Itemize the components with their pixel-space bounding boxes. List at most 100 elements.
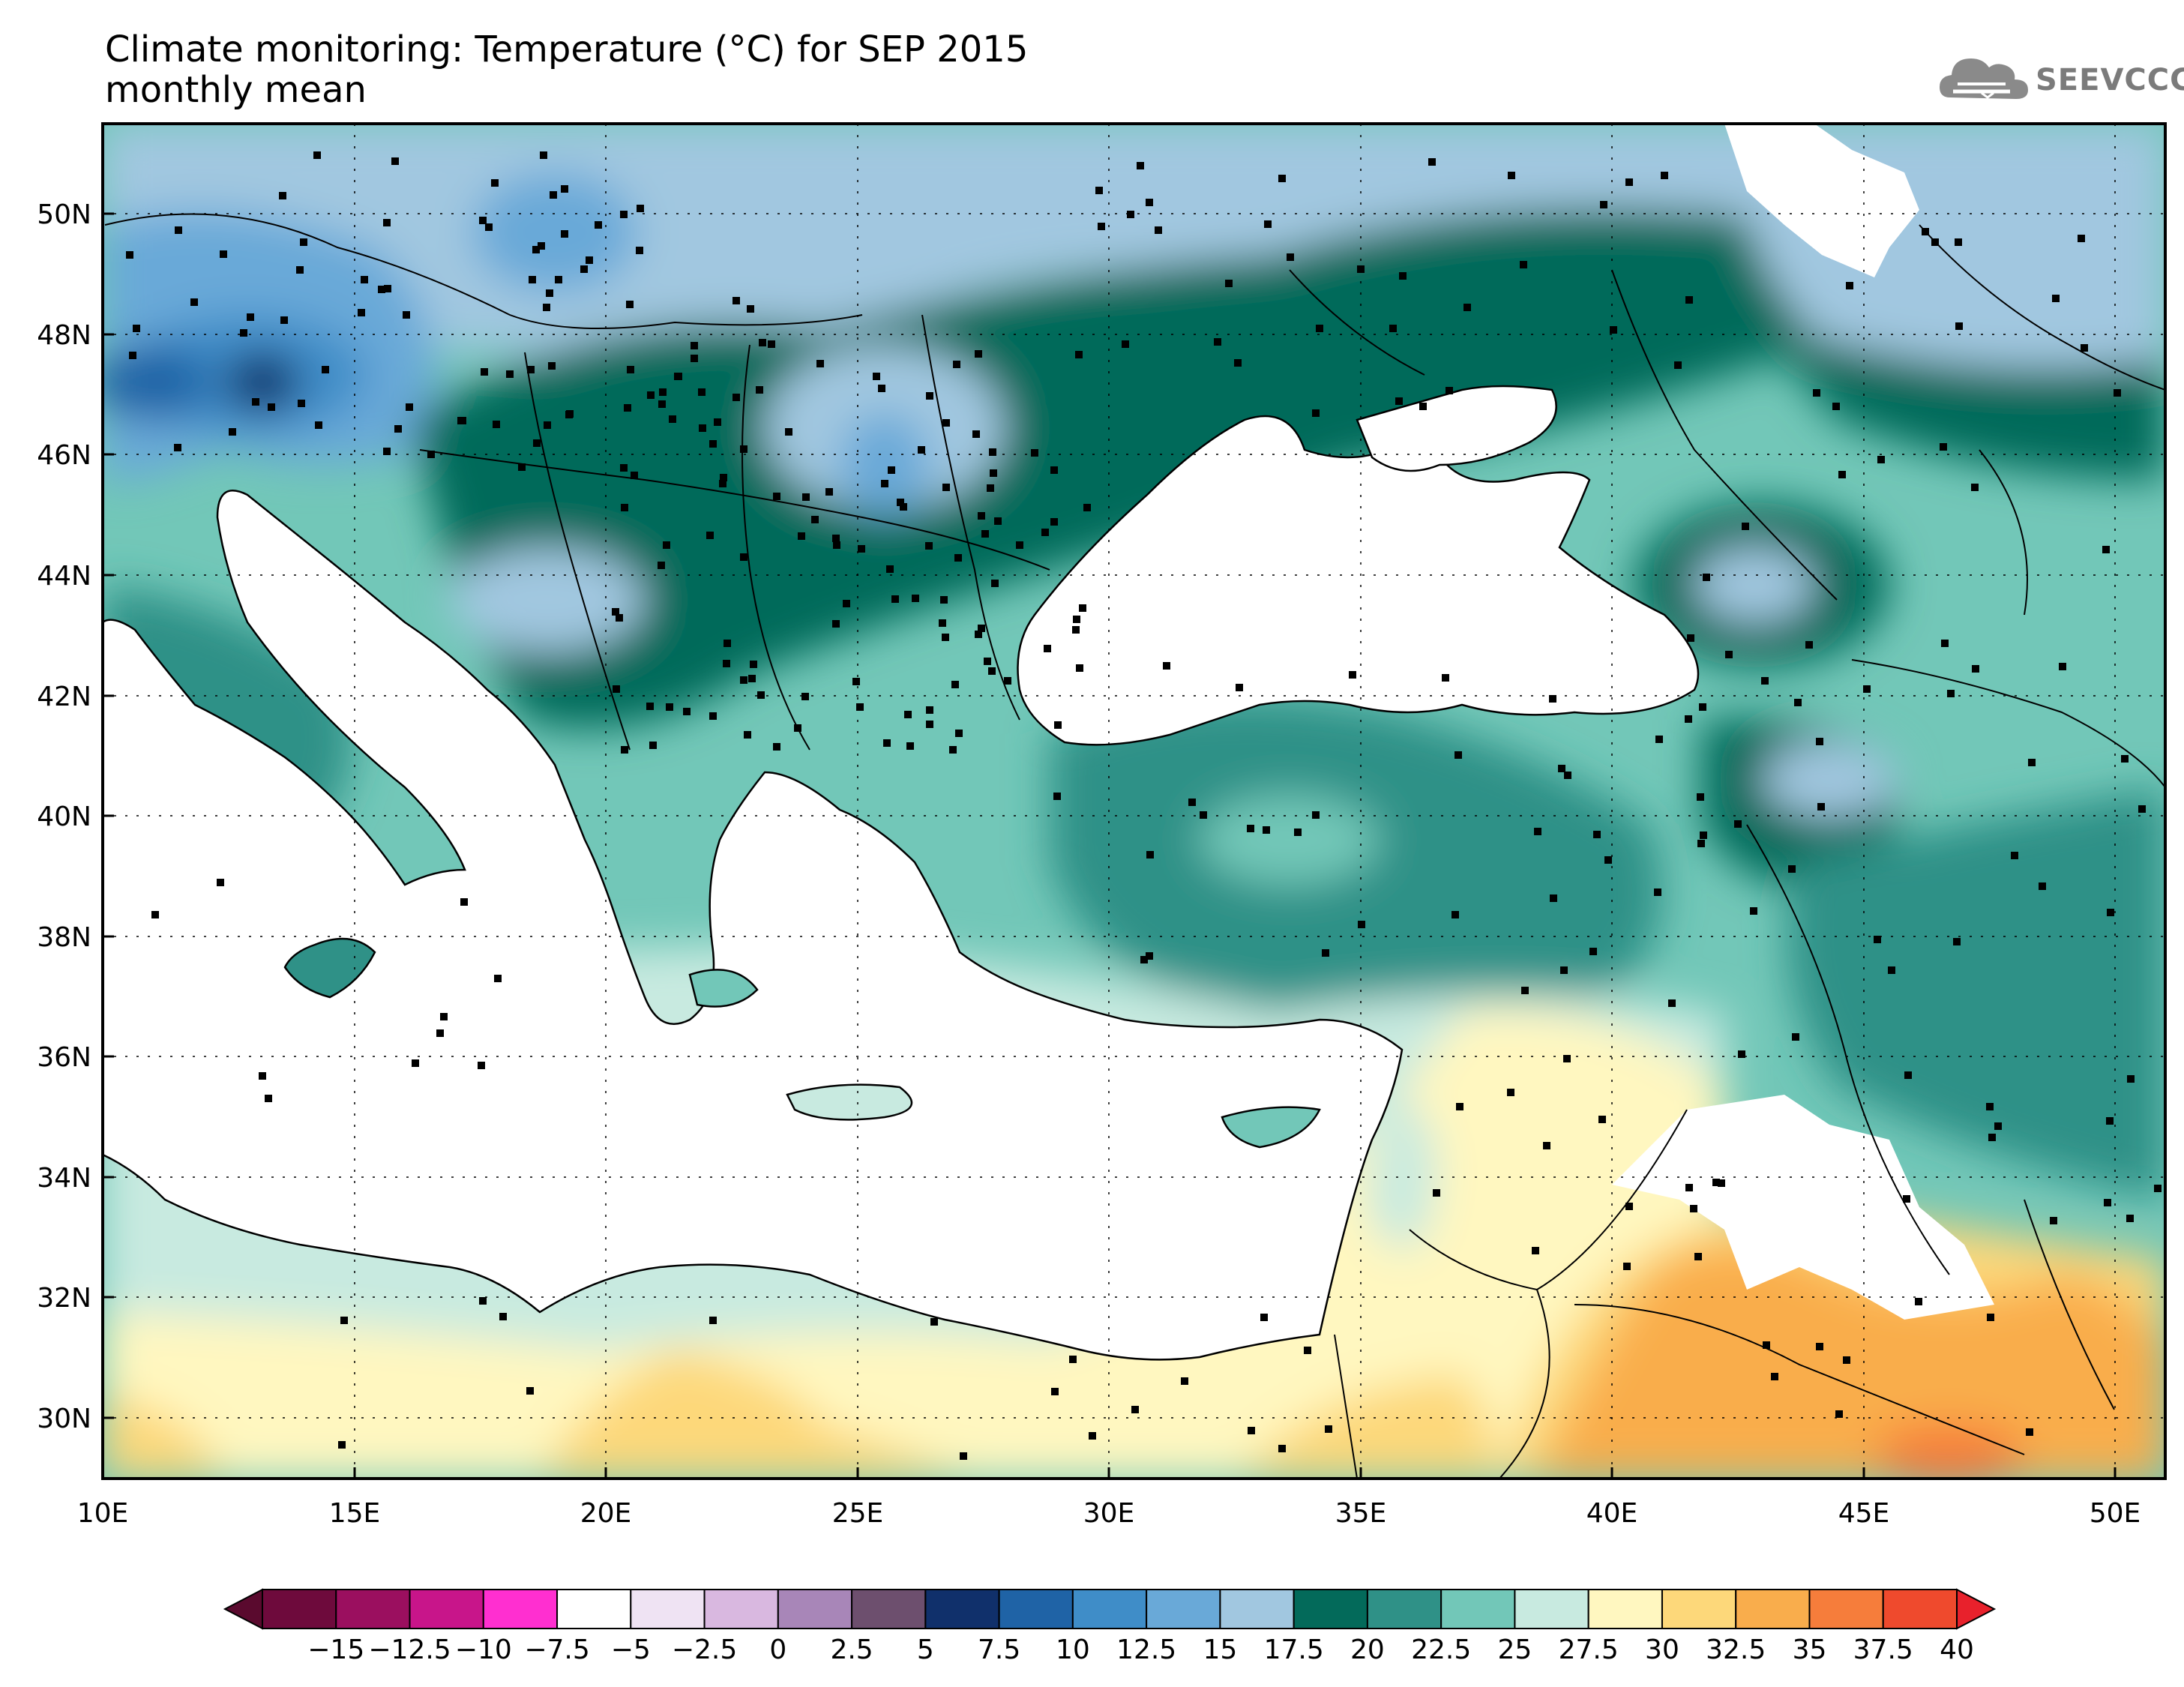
station-marker — [1446, 387, 1453, 394]
station-marker — [529, 276, 536, 283]
station-marker — [1520, 261, 1527, 268]
station-marker — [1287, 253, 1294, 261]
station-marker — [637, 205, 644, 212]
station-marker — [1079, 604, 1086, 612]
station-marker — [1813, 389, 1820, 397]
station-marker — [1098, 223, 1105, 230]
station-marker — [1358, 921, 1365, 928]
colorbar-swatch — [1735, 1589, 1811, 1629]
map-frame — [101, 122, 2167, 1480]
colorbar-label: 5 — [917, 1635, 934, 1665]
station-marker — [1146, 199, 1153, 206]
station-marker — [1763, 1341, 1770, 1349]
lat-tick-label: 42N — [37, 682, 91, 712]
station-marker — [555, 276, 562, 283]
colorbar-swatch — [924, 1589, 1000, 1629]
colorbar-label: 32.5 — [1706, 1635, 1766, 1665]
station-marker — [926, 721, 933, 728]
station-marker — [1075, 351, 1083, 358]
colorbar-label: 2.5 — [830, 1635, 873, 1665]
station-marker — [930, 1318, 938, 1326]
station-marker — [843, 600, 850, 607]
station-marker — [2039, 882, 2046, 890]
station-marker — [1004, 677, 1011, 685]
station-marker — [658, 562, 665, 569]
station-marker — [1312, 811, 1320, 819]
station-marker — [268, 403, 275, 411]
station-marker — [1131, 1406, 1139, 1413]
station-marker — [1838, 471, 1846, 478]
station-marker — [1050, 518, 1058, 526]
station-marker — [984, 658, 991, 665]
station-marker — [1655, 736, 1663, 743]
no-data-area-ne — [1724, 124, 1919, 277]
station-marker — [1843, 1356, 1850, 1364]
station-marker — [2028, 759, 2036, 766]
station-marker — [1455, 751, 1462, 759]
station-marker — [900, 503, 907, 511]
lon-tick-label: 20E — [580, 1498, 632, 1529]
lat-tick-label: 30N — [37, 1404, 91, 1434]
station-marker — [548, 362, 556, 370]
station-marker — [621, 504, 628, 511]
station-marker — [566, 410, 574, 418]
station-marker — [1155, 226, 1162, 234]
station-marker — [666, 703, 673, 711]
station-marker — [1095, 187, 1103, 194]
station-marker — [252, 398, 259, 406]
station-marker — [1816, 1343, 1823, 1350]
station-marker — [315, 421, 322, 429]
colorbar-swatch — [1440, 1589, 1516, 1629]
lat-tick-label: 46N — [37, 440, 91, 471]
station-marker — [954, 554, 962, 562]
station-marker — [1225, 280, 1233, 287]
station-marker — [1832, 403, 1840, 410]
lat-tick-label: 32N — [37, 1283, 91, 1314]
station-marker — [732, 394, 740, 401]
station-marker — [1874, 936, 1881, 943]
station-marker — [1674, 361, 1682, 369]
colorbar-swatch — [335, 1589, 411, 1629]
station-marker — [811, 516, 819, 523]
station-marker — [1044, 645, 1051, 652]
station-marker — [220, 250, 227, 258]
station-marker — [1750, 907, 1757, 915]
station-marker — [1947, 690, 1955, 697]
station-marker — [1955, 238, 1962, 246]
station-marker — [1661, 172, 1668, 179]
station-marker — [1389, 325, 1397, 332]
colorbar-swatch — [1293, 1589, 1368, 1629]
station-marker — [1236, 684, 1243, 691]
station-marker — [794, 724, 801, 732]
station-marker — [649, 742, 657, 749]
station-marker — [2104, 1199, 2111, 1206]
colorbar-label: −12.5 — [368, 1635, 451, 1665]
station-marker — [988, 667, 996, 675]
station-marker — [1463, 304, 1471, 311]
station-marker — [1623, 1263, 1631, 1270]
temperature-field — [103, 124, 2165, 1479]
station-marker — [1863, 685, 1871, 693]
station-marker — [1685, 715, 1692, 723]
station-marker — [773, 743, 780, 751]
station-marker — [740, 676, 747, 684]
station-marker — [1357, 265, 1365, 273]
station-marker — [1419, 403, 1427, 410]
station-marker — [1089, 1432, 1096, 1440]
station-marker — [2107, 909, 2114, 916]
station-marker — [1700, 832, 1707, 839]
station-marker — [1031, 449, 1038, 457]
station-marker — [972, 430, 980, 438]
land-islands — [283, 937, 1321, 1149]
station-marker — [624, 404, 631, 412]
station-marker — [580, 265, 588, 273]
lat-tick-label: 48N — [37, 320, 91, 351]
station-marker — [756, 386, 763, 394]
colorbar-label: 10 — [1056, 1635, 1090, 1665]
station-marker — [1598, 1116, 1606, 1123]
station-marker — [744, 731, 751, 739]
station-marker — [858, 545, 865, 553]
lat-tick-label: 38N — [37, 922, 91, 953]
station-marker — [1442, 674, 1449, 682]
map-title: Climate monitoring: Temperature (°C) for… — [105, 28, 1029, 70]
